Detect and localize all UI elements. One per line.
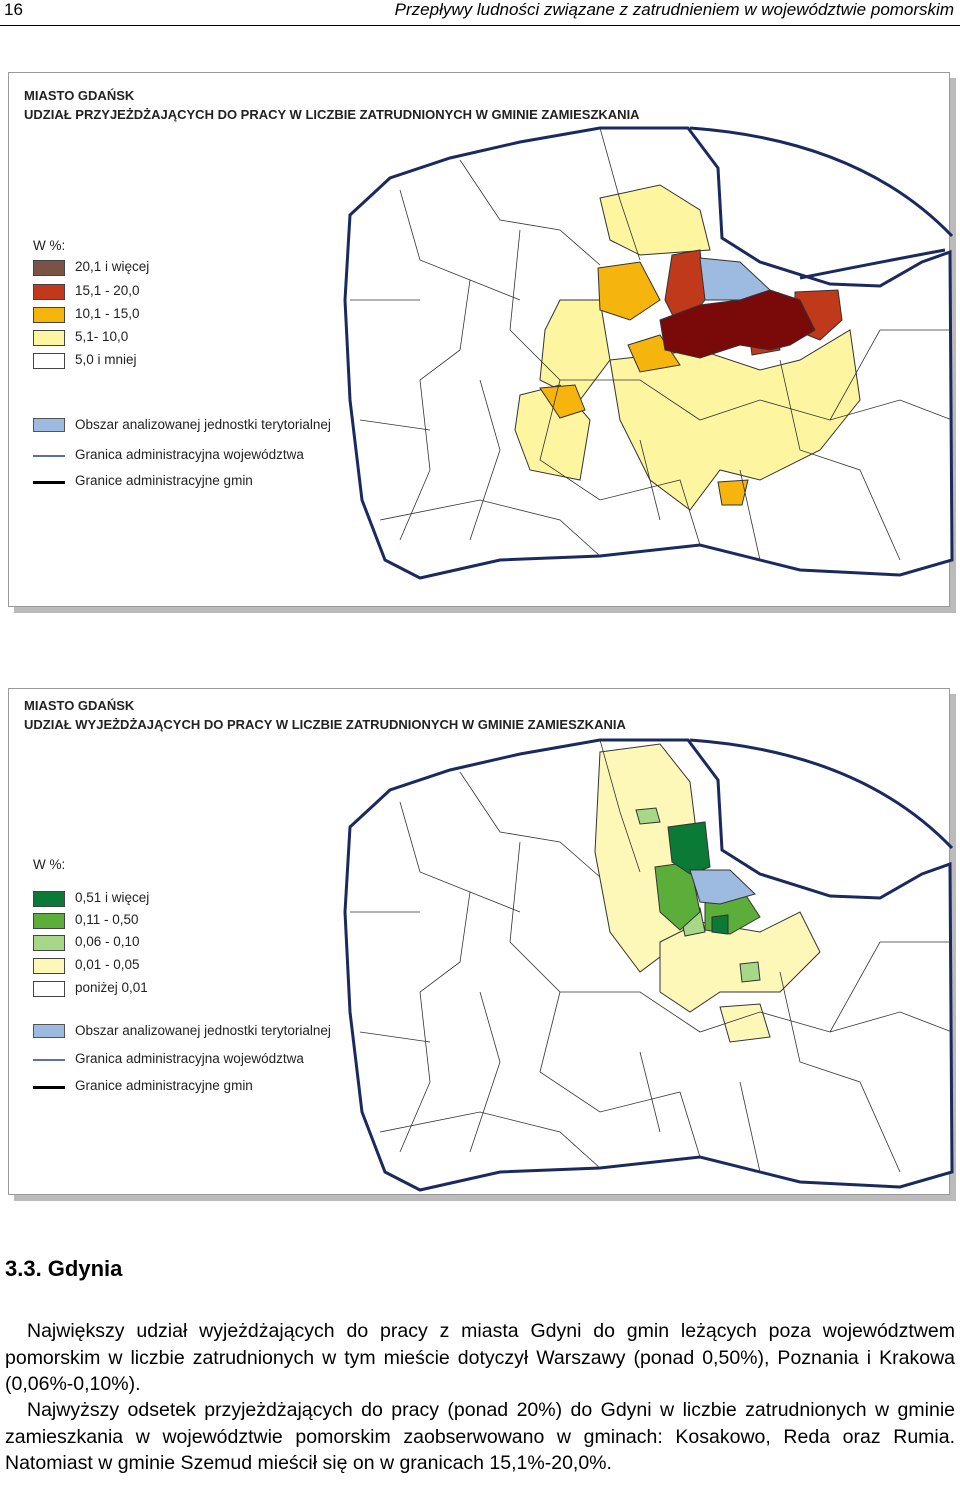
legend-label: 0,01 - 0,05 — [75, 957, 140, 972]
legend-label: Obszar analizowanej jednostki terytorial… — [75, 417, 331, 432]
legend-label: 0,06 - 0,10 — [75, 934, 140, 949]
legend-label: Granice administracyjne gmin — [75, 1078, 253, 1093]
legend-swatch — [33, 913, 65, 929]
paragraph: Największy udział wyjeżdżających do prac… — [5, 1320, 955, 1395]
header-rule — [0, 25, 960, 26]
legend-label: Granica administracyjna województwa — [75, 1051, 304, 1066]
legend-swatch — [33, 1024, 65, 1038]
page-number: 16 — [4, 0, 23, 19]
legend-swatch — [33, 353, 65, 369]
map-1 — [343, 126, 954, 580]
legend-label: Obszar analizowanej jednostki terytorial… — [75, 1023, 331, 1038]
legend-label: 0,51 i więcej — [75, 890, 150, 905]
legend-label: 0,11 - 0,50 — [75, 912, 139, 927]
map-title: MIASTO GDAŃSK — [24, 698, 135, 713]
legend-heading: W %: — [33, 857, 66, 872]
map-title: MIASTO GDAŃSK — [24, 88, 135, 103]
map-subtitle: UDZIAŁ PRZYJEŻDŻAJĄCYCH DO PRACY W LICZB… — [24, 107, 640, 122]
legend-label: 20,1 i więcej — [75, 259, 150, 274]
legend-label: 5,0 i mniej — [75, 352, 137, 367]
legend-swatch — [33, 891, 65, 907]
legend-swatch — [33, 935, 65, 951]
legend-swatch — [33, 307, 65, 323]
legend-line — [33, 1086, 65, 1089]
legend-label: 10,1 - 15,0 — [75, 306, 140, 321]
legend-label: 15,1 - 20,0 — [75, 283, 140, 298]
legend-label: 5,1- 10,0 — [75, 329, 129, 344]
legend-swatch — [33, 418, 65, 432]
section-heading: 3.3. Gdynia — [5, 1256, 123, 1281]
running-title: Przepływy ludności związane z zatrudnien… — [394, 0, 954, 19]
legend-label: Granice administracyjne gmin — [75, 473, 253, 488]
legend-line — [33, 455, 65, 457]
legend-line — [33, 1059, 65, 1061]
map-2 — [343, 738, 954, 1192]
legend-swatch — [33, 958, 65, 974]
legend-swatch — [33, 981, 65, 997]
legend-swatch — [33, 330, 65, 346]
legend-line — [33, 481, 65, 484]
legend-heading: W %: — [33, 238, 66, 253]
legend-label: poniżej 0,01 — [75, 980, 148, 995]
legend-label: Granica administracyjna województwa — [75, 447, 304, 462]
legend-swatch — [33, 284, 65, 300]
legend-swatch — [33, 260, 65, 276]
paragraph: Najwyższy odsetek przyjeżdżających do pr… — [5, 1399, 955, 1474]
map-subtitle: UDZIAŁ WYJEŻDŻAJĄCYCH DO PRACY W LICZBIE… — [24, 717, 626, 732]
